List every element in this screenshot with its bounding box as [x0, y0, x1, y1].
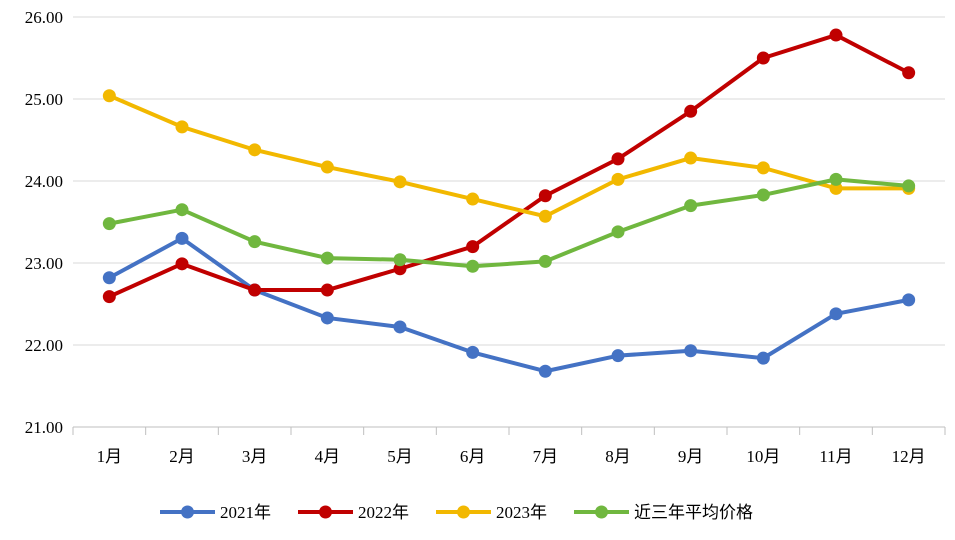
data-point — [538, 209, 552, 223]
data-point — [248, 235, 262, 249]
y-tick-label: 24.00 — [25, 172, 63, 191]
data-point — [902, 293, 916, 307]
data-point — [829, 307, 843, 321]
x-tick-label: 9月 — [678, 447, 704, 466]
data-point — [320, 160, 334, 174]
data-point — [538, 254, 552, 268]
data-point — [611, 349, 625, 363]
legend-item: 2021年 — [160, 503, 271, 522]
series-2 — [102, 89, 916, 223]
x-tick-label: 3月 — [242, 447, 268, 466]
x-tick-label: 11月 — [819, 447, 852, 466]
x-tick-label: 12月 — [892, 447, 926, 466]
data-point — [829, 28, 843, 42]
legend-label: 2021年 — [220, 503, 271, 522]
data-point — [466, 240, 480, 254]
y-tick-label: 21.00 — [25, 418, 63, 437]
legend-marker — [319, 505, 332, 519]
data-point — [611, 152, 625, 166]
data-point — [902, 66, 916, 80]
series-line — [108, 236, 910, 374]
series-line — [108, 177, 909, 269]
data-point — [611, 225, 625, 239]
data-point — [102, 271, 116, 285]
data-point — [684, 344, 698, 358]
x-tick-label: 7月 — [533, 447, 559, 466]
data-point — [684, 199, 698, 213]
data-point — [320, 251, 334, 265]
data-point — [756, 188, 770, 202]
series-0 — [102, 231, 916, 378]
data-point — [902, 179, 916, 193]
data-point — [466, 345, 480, 359]
data-point — [320, 311, 334, 325]
data-point — [756, 51, 770, 65]
data-point — [466, 259, 480, 273]
data-point — [393, 262, 407, 276]
data-point — [684, 151, 698, 165]
legend-label: 2023年 — [496, 503, 547, 522]
legend: 2021年 2022年 2023年 近三年平均价格 — [160, 503, 753, 522]
series-3 — [102, 172, 916, 273]
x-tick-label: 8月 — [605, 447, 631, 466]
x-tick-label: 2月 — [169, 447, 195, 466]
data-point — [102, 217, 116, 231]
x-axis: 1月 2月 3月 4月 5月 6月 7月 8月 9月 10月 11月 12月 — [72, 426, 946, 466]
data-point — [538, 364, 552, 378]
data-point — [175, 257, 189, 271]
data-point — [684, 104, 698, 118]
data-point — [248, 143, 262, 157]
legend-item: 2023年 — [436, 503, 547, 522]
series-line — [108, 93, 909, 219]
series-lines — [102, 28, 916, 378]
y-tick-label: 26.00 — [25, 8, 63, 27]
x-tick-label: 1月 — [97, 447, 123, 466]
data-point — [756, 351, 770, 365]
x-tick-label: 4月 — [315, 447, 341, 466]
y-tick-label: 22.00 — [25, 336, 63, 355]
data-point — [829, 181, 843, 195]
series-line — [108, 33, 910, 299]
legend-label: 近三年平均价格 — [634, 503, 753, 522]
legend-item: 2022年 — [298, 503, 409, 522]
data-point — [756, 161, 770, 175]
legend-item: 近三年平均价格 — [574, 503, 753, 522]
data-point — [175, 203, 189, 217]
legend-label: 2022年 — [358, 503, 409, 522]
data-point — [102, 290, 116, 304]
x-tick-label: 5月 — [387, 447, 413, 466]
data-point — [829, 172, 843, 186]
data-point — [466, 192, 480, 206]
x-tick-label: 6月 — [460, 447, 486, 466]
data-point — [175, 231, 189, 245]
data-point — [248, 283, 262, 297]
data-point — [102, 89, 116, 103]
data-point — [538, 189, 552, 203]
y-tick-label: 23.00 — [25, 254, 63, 273]
data-point — [320, 283, 334, 297]
legend-marker — [181, 505, 194, 519]
y-axis: 21.00 22.00 23.00 24.00 25.00 26.00 — [25, 8, 63, 437]
series-1 — [102, 28, 916, 304]
legend-marker — [595, 505, 608, 519]
y-tick-label: 25.00 — [25, 90, 63, 109]
data-point — [175, 120, 189, 134]
data-point — [393, 253, 407, 267]
data-point — [393, 320, 407, 334]
legend-marker — [457, 505, 470, 519]
x-tick-label: 10月 — [746, 447, 780, 466]
data-point — [611, 172, 625, 186]
data-point — [393, 175, 407, 189]
